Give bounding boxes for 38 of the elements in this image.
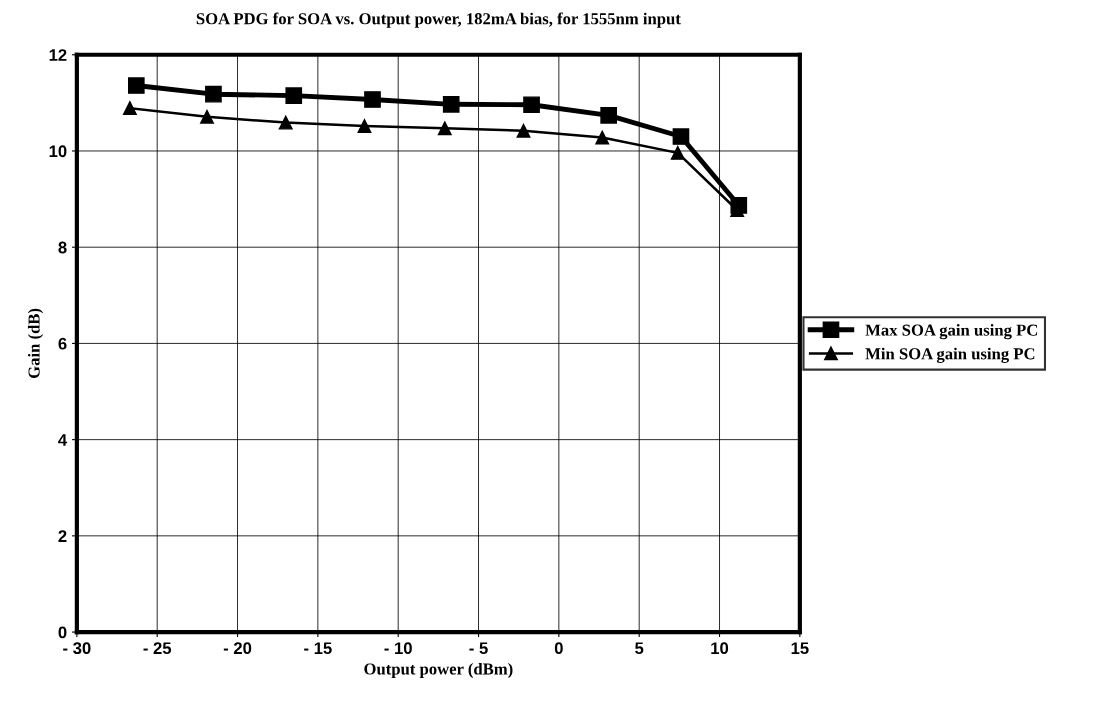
point [672, 128, 690, 145]
point [670, 145, 685, 160]
point [516, 123, 531, 138]
x-tick-label: - 25 [143, 642, 172, 655]
point [364, 91, 381, 108]
x-tick-label: - 15 [304, 642, 332, 655]
point [285, 87, 303, 104]
point [357, 119, 372, 133]
point [278, 115, 293, 130]
point [523, 96, 540, 114]
x-tick-label: 5 [635, 642, 644, 655]
y-tick-label: 4 [58, 434, 68, 446]
legend-label: Min SOA gain using PC [865, 347, 1035, 363]
y-tick-label: 0 [58, 626, 67, 639]
chart-title: SOA PDG for SOA vs. Output power, 182mA bias, for 1555nm input [196, 12, 681, 28]
x-tick-label: - 5 [469, 642, 488, 655]
point [600, 107, 617, 124]
y-tick-label: 12 [49, 49, 67, 61]
y-tick-label: 8 [58, 241, 67, 254]
legend-label: Max SOA gain using PC [865, 324, 1038, 340]
point [122, 101, 137, 116]
x-tick-label: 0 [554, 642, 563, 655]
point [127, 77, 145, 94]
y-axis-title: Gain (dB) [27, 308, 44, 379]
point [205, 85, 222, 103]
y-tick-label: 10 [49, 145, 67, 158]
x-axis-title: Output power (dBm) [364, 662, 513, 679]
point [595, 130, 610, 145]
y-tick-label: 2 [58, 530, 67, 542]
x-tick-label: 15 [791, 642, 809, 655]
x-tick-label: - 30 [63, 642, 91, 655]
point [442, 95, 460, 113]
point [200, 109, 214, 124]
point [437, 121, 452, 136]
x-tick-label: - 10 [384, 642, 412, 655]
y-tick-label: 6 [58, 337, 67, 350]
x-tick-label: - 20 [223, 642, 252, 655]
x-tick-label: 10 [711, 642, 729, 655]
